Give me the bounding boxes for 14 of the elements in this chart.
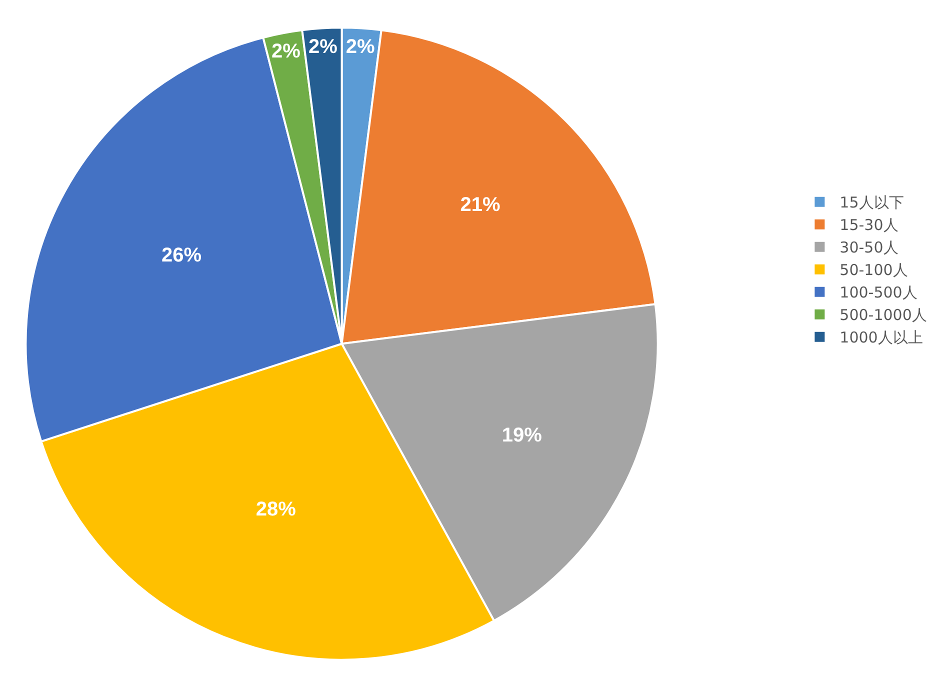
legend-label: 15-30人 [840, 216, 898, 234]
data-label: 21% [460, 194, 500, 216]
legend-label: 500-1000人 [840, 306, 927, 324]
data-label: 2% [271, 40, 301, 63]
legend-label: 15人以下 [840, 194, 904, 212]
data-label: 26% [161, 244, 202, 267]
legend-label: 30-50人 [840, 238, 898, 257]
data-label: 2% [308, 36, 338, 58]
legend-label: 50-100人 [840, 261, 908, 280]
data-label: 19% [502, 424, 542, 447]
legend-label: 100-500人 [840, 284, 918, 302]
legend-label: 1000人以上 [840, 328, 923, 347]
data-label: 28% [256, 498, 296, 521]
data-label: 2% [346, 36, 376, 58]
